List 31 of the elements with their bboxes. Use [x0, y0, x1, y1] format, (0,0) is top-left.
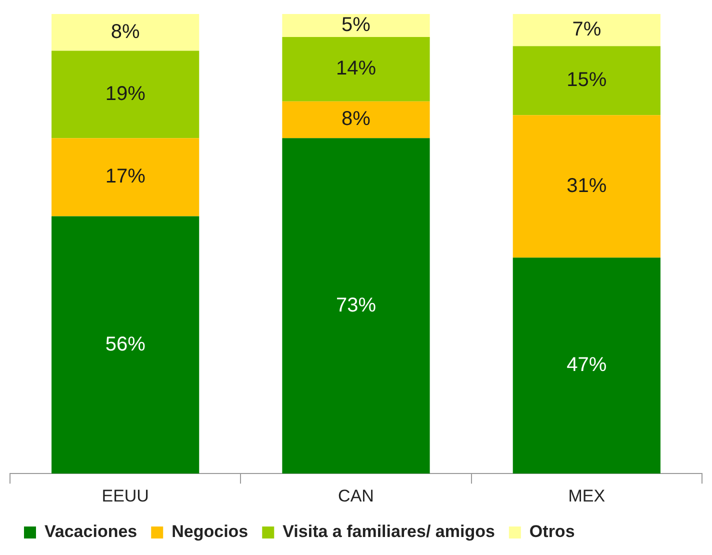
bar: [512, 46, 660, 116]
data-label: 8%: [110, 20, 140, 43]
legend-label: Otros: [529, 522, 575, 542]
data-label: 7%: [572, 18, 602, 41]
data-label: 15%: [566, 69, 607, 92]
bar: [282, 14, 430, 37]
data-label: 73%: [336, 294, 376, 316]
bar: [512, 258, 660, 474]
data-label: 17%: [105, 166, 146, 188]
legend-label: Visita a familiares/ amigos: [282, 522, 495, 542]
bar: [282, 101, 430, 138]
data-label: 31%: [566, 174, 607, 197]
data-label: 56%: [105, 333, 146, 356]
x-tick-label: MEX: [568, 486, 606, 506]
legend-label: Vacaciones: [44, 522, 138, 542]
bar: [282, 36, 430, 102]
bar: [52, 216, 200, 474]
data-label: 14%: [336, 58, 376, 80]
data-label: 8%: [342, 108, 371, 130]
bar: [282, 138, 430, 474]
data-label: 47%: [566, 354, 607, 376]
bar: [52, 50, 200, 138]
bar: [512, 115, 660, 258]
data-label: 5%: [342, 14, 371, 36]
legend-label: Negocios: [172, 522, 248, 542]
data-label: 19%: [105, 82, 146, 105]
bar: [52, 14, 200, 51]
bar: [512, 14, 660, 46]
x-tick-label: CAN: [338, 486, 374, 506]
x-tick-label: EEUU: [102, 486, 149, 506]
bar: [52, 138, 200, 216]
